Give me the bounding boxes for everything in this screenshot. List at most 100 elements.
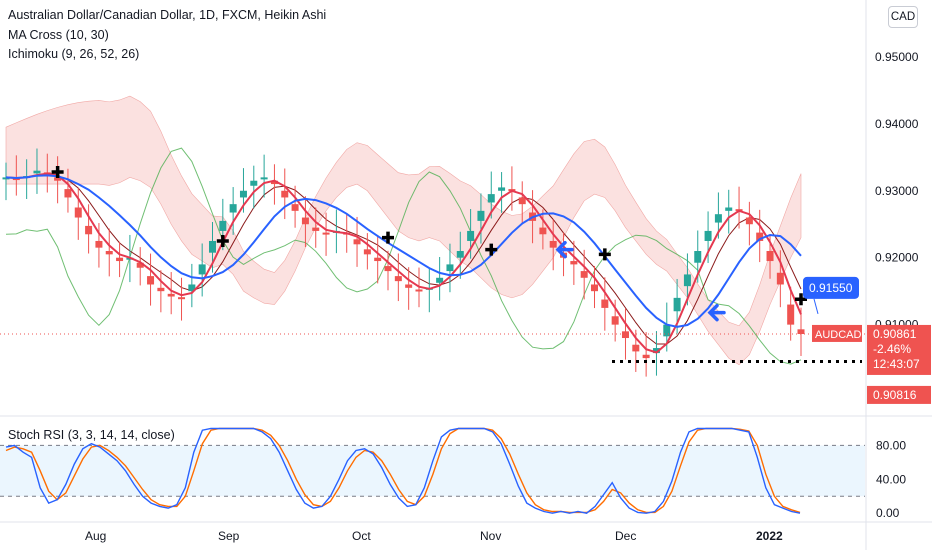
- ma-slow-line: [5, 174, 802, 328]
- candle-body: [116, 257, 124, 262]
- candle-body: [312, 227, 320, 231]
- candle-body: [652, 348, 660, 354]
- price-axis-tick: 0.92000: [875, 251, 919, 265]
- price-callout-pointer: [813, 298, 819, 314]
- candle-body: [498, 187, 506, 191]
- candle-body: [250, 180, 258, 186]
- stoch-axis-tick: 80.00: [876, 438, 906, 452]
- candle-body: [147, 276, 155, 285]
- candle-body: [188, 284, 196, 292]
- candle-body: [797, 329, 805, 335]
- last-price-value: 0.90861: [873, 327, 917, 341]
- candle-body: [363, 249, 371, 255]
- price-callout-box: [803, 276, 859, 299]
- candle-body: [673, 297, 681, 312]
- candle-body: [467, 230, 475, 241]
- candle-body: [621, 331, 629, 339]
- candle-body: [64, 189, 72, 198]
- candle-body: [33, 170, 41, 174]
- candle-body: [766, 251, 774, 262]
- candle-body: [436, 277, 444, 283]
- indicator-ichimoku-label: Ichimoku (9, 26, 52, 26): [8, 47, 140, 61]
- candle-body: [281, 190, 289, 198]
- candle-body: [663, 324, 671, 337]
- candle-body: [85, 225, 93, 235]
- candle-body: [570, 261, 578, 265]
- last-price-tag-box: [867, 324, 931, 375]
- candle-body: [756, 232, 764, 241]
- time-axis-tick: 2022: [756, 529, 783, 543]
- candle-body: [446, 264, 454, 272]
- stoch-d-line: [5, 427, 801, 514]
- chart-title: Australian Dollar/Canadian Dollar, 1D, F…: [8, 8, 327, 22]
- ma-cross-marker: [485, 243, 498, 256]
- low-price-tag-box: [867, 385, 931, 404]
- price-axis-tick: 0.95000: [875, 50, 919, 64]
- candle-body: [694, 251, 702, 263]
- last-price-change: -2.46%: [873, 342, 911, 356]
- time-axis-tick: Nov: [480, 529, 501, 543]
- candle-body: [394, 276, 402, 282]
- time-axis-tick: Oct: [352, 529, 371, 543]
- candle-body: [95, 240, 103, 248]
- candle-body: [374, 257, 382, 262]
- candle-body: [12, 178, 20, 181]
- candle-body: [105, 251, 113, 255]
- candle-body: [580, 271, 588, 278]
- candle-body: [776, 272, 784, 285]
- candle-body: [725, 207, 733, 211]
- candle-body: [384, 266, 392, 272]
- ichimoku-cloud: [5, 95, 802, 366]
- symbol-tag-box: [812, 324, 862, 342]
- candle-body: [178, 297, 186, 300]
- candle-body: [487, 194, 495, 203]
- stoch-axis-tick: 40.00: [876, 472, 906, 486]
- candle-body: [456, 251, 464, 258]
- candle-body: [208, 240, 216, 253]
- low-price-value: 0.90816: [873, 388, 917, 402]
- candle-body: [157, 287, 165, 292]
- time-axis-tick: Aug: [85, 529, 106, 543]
- candle-body: [642, 354, 650, 359]
- candle-body: [136, 262, 144, 268]
- ma-cross-marker: [795, 293, 807, 306]
- candle-body: [539, 227, 547, 235]
- candle-body: [415, 289, 423, 292]
- price-axis-tick: 0.93000: [875, 184, 919, 198]
- stoch-rsi-label: Stoch RSI (3, 3, 14, 14, close): [8, 428, 175, 442]
- candle-body: [611, 316, 619, 325]
- candle-body: [219, 220, 227, 231]
- ma-cross-marker: [51, 166, 64, 179]
- candle-body: [745, 217, 753, 225]
- candle-body: [601, 299, 609, 308]
- price-axis-tick: 0.94000: [875, 117, 919, 131]
- candle-body: [74, 207, 82, 218]
- candle-body: [322, 232, 330, 235]
- candle-body: [353, 239, 361, 245]
- blue-arrow-icon: [555, 240, 574, 259]
- time-axis-tick: Sep: [218, 529, 240, 543]
- candle-body: [260, 177, 268, 180]
- blue-arrow-icon: [707, 303, 726, 322]
- candle-body: [477, 210, 485, 221]
- candle-body: [239, 190, 247, 198]
- candle-body: [518, 197, 526, 205]
- ichimoku-base-line: [5, 174, 802, 345]
- currency-badge[interactable]: CAD: [888, 6, 918, 28]
- symbol-tag-label: AUDCAD: [815, 329, 862, 341]
- bar-countdown: 12:43:07: [873, 357, 920, 371]
- stoch-k-line: [5, 427, 801, 514]
- candle-body: [229, 204, 237, 213]
- ma-cross-marker: [382, 231, 395, 244]
- candle-body: [549, 240, 557, 248]
- candle-body: [632, 344, 640, 352]
- candle-body: [301, 217, 309, 225]
- candle-body: [270, 180, 278, 185]
- ma-fast-line: [5, 172, 802, 354]
- candle-body: [704, 230, 712, 241]
- ma-cross-marker: [598, 248, 611, 261]
- candle-body: [683, 274, 691, 287]
- candle-body: [405, 284, 413, 288]
